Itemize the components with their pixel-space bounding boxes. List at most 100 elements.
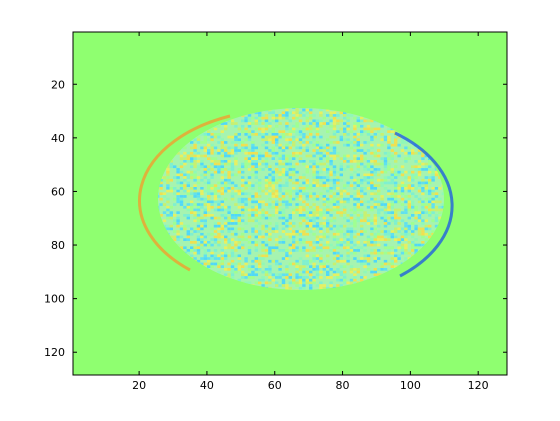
- texture-cell: [203, 200, 207, 204]
- texture-cell: [377, 203, 381, 206]
- texture-cell: [295, 130, 299, 133]
- texture-cell: [271, 273, 275, 277]
- texture-cell: [224, 197, 228, 201]
- texture-cell: [322, 235, 326, 239]
- texture-cell: [278, 249, 282, 252]
- texture-cell: [268, 251, 272, 255]
- texture-cell: [377, 243, 381, 247]
- texture-cell: [383, 262, 388, 266]
- texture-cell: [254, 243, 258, 247]
- texture-cell: [200, 173, 204, 177]
- texture-cell: [298, 276, 303, 279]
- texture-cell: [278, 122, 282, 125]
- texture-cell: [244, 157, 248, 160]
- texture-cell: [288, 227, 292, 231]
- texture-cell: [292, 224, 296, 228]
- texture-cell: [203, 219, 207, 223]
- texture-cell: [237, 246, 241, 250]
- texture-cell: [186, 181, 190, 185]
- texture-cell: [349, 278, 354, 282]
- texture-cell: [261, 284, 265, 287]
- texture-cell: [247, 235, 252, 239]
- texture-cell: [254, 157, 258, 160]
- texture-cell: [421, 222, 425, 225]
- texture-cell: [404, 184, 408, 187]
- texture-cell: [224, 122, 228, 125]
- texture-cell: [258, 187, 262, 190]
- texture-cell: [261, 122, 265, 125]
- texture-cell: [404, 146, 408, 150]
- texture-cell: [302, 208, 306, 212]
- texture-cell: [271, 108, 275, 112]
- texture-cell: [363, 168, 367, 171]
- texture-cell: [343, 273, 347, 277]
- texture-cell: [326, 114, 330, 117]
- texture-cell: [241, 265, 245, 268]
- texture-cell: [377, 268, 381, 271]
- texture-cell: [278, 146, 282, 150]
- texture-cell: [424, 197, 428, 201]
- texture-cell: [251, 241, 255, 244]
- texture-cell: [254, 195, 258, 198]
- texture-cell: [261, 160, 265, 163]
- texture-cell: [278, 184, 282, 187]
- texture-cell: [305, 170, 309, 174]
- texture-cell: [247, 216, 252, 220]
- texture-cell: [329, 243, 333, 247]
- texture-cell: [346, 257, 350, 260]
- texture-cell: [360, 203, 364, 206]
- texture-cell: [404, 224, 408, 228]
- texture-cell: [298, 195, 303, 198]
- texture-cell: [343, 154, 347, 158]
- texture-cell: [336, 273, 340, 277]
- texture-cell: [397, 135, 401, 139]
- texture-cell: [407, 151, 411, 155]
- texture-cell: [220, 187, 224, 190]
- texture-cell: [312, 219, 316, 223]
- texture-cell: [159, 214, 163, 217]
- texture-cell: [366, 268, 371, 271]
- texture-cell: [254, 165, 258, 169]
- texture-cell: [346, 114, 350, 117]
- texture-cell: [356, 197, 360, 201]
- texture-cell: [380, 195, 384, 198]
- texture-cell: [411, 165, 415, 169]
- texture-cell: [261, 224, 265, 228]
- texture-cell: [292, 262, 296, 266]
- texture-cell: [230, 173, 235, 177]
- texture-cell: [414, 243, 418, 247]
- texture-cell: [193, 162, 197, 166]
- texture-cell: [346, 116, 350, 120]
- texture-cell: [349, 227, 354, 231]
- texture-cell: [370, 138, 374, 142]
- texture-cell: [370, 205, 374, 209]
- texture-cell: [190, 211, 194, 214]
- texture-cell: [343, 114, 347, 117]
- texture-cell: [179, 222, 184, 225]
- texture-cell: [196, 246, 201, 250]
- texture-cell: [424, 184, 428, 187]
- texture-cell: [407, 184, 411, 187]
- texture-cell: [169, 205, 173, 209]
- texture-cell: [322, 184, 326, 187]
- texture-cell: [319, 214, 323, 217]
- texture-cell: [353, 141, 357, 144]
- texture-cell: [315, 211, 320, 214]
- texture-cell: [210, 262, 214, 266]
- texture-cell: [315, 143, 320, 147]
- texture-cell: [213, 127, 218, 131]
- texture-cell: [213, 241, 218, 244]
- texture-cell: [261, 227, 265, 231]
- texture-cell: [285, 192, 289, 196]
- texture-cell: [417, 189, 422, 193]
- texture-cell: [404, 251, 408, 255]
- texture-cell: [353, 151, 357, 155]
- texture-cell: [261, 243, 265, 247]
- texture-cell: [305, 249, 309, 252]
- texture-cell: [244, 281, 248, 285]
- texture-cell: [315, 178, 320, 182]
- texture-cell: [298, 114, 303, 117]
- texture-cell: [268, 197, 272, 201]
- texture-cell: [417, 246, 422, 250]
- texture-cell: [312, 281, 316, 285]
